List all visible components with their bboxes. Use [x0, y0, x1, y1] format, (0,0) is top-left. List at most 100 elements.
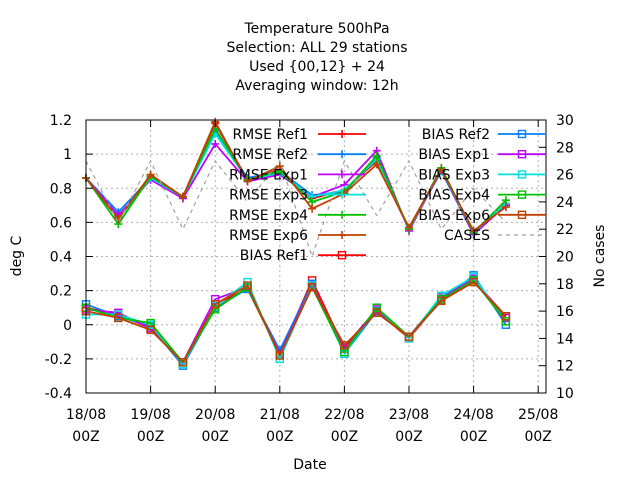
legend-marker: [517, 170, 527, 179]
legend: RMSE Ref1 RMSE Ref2 RMSE Exp1 RMSE Exp3 RMSE…: [229, 127, 546, 264]
legend-label: BIAS Exp4: [418, 188, 490, 204]
x-tick-hour: 00Z: [201, 429, 228, 445]
legend-label: RMSE Exp3: [229, 188, 308, 204]
title-line: Averaging window: 12h: [235, 78, 398, 94]
legend-marker: [337, 250, 347, 260]
y2-tick-label: 22: [556, 222, 574, 238]
legend-marker: [338, 170, 346, 179]
data-point: [437, 165, 446, 174]
data-point: [437, 296, 446, 306]
data-point: [308, 204, 317, 213]
y2-tick-label: 20: [556, 250, 574, 266]
data-point: [211, 139, 220, 148]
data-point: [308, 197, 317, 206]
y2-tick-label: 14: [556, 331, 574, 347]
legend-label: CASES: [444, 228, 490, 244]
y-axis: -0.4 -0.2 0 0.2 0.4 0.6 0.8 1 1.2: [45, 113, 93, 402]
legend-label: BIAS Exp1: [418, 147, 490, 163]
legend-label: RMSE Ref2: [232, 147, 308, 163]
data-point: [114, 313, 123, 323]
x-tick-hour: 00Z: [266, 429, 293, 445]
legend-marker: [338, 190, 346, 199]
y-tick-label: 0.8: [50, 181, 72, 197]
legend-marker: [517, 149, 527, 159]
data-point: [243, 281, 252, 290]
data-point: [469, 277, 478, 287]
y2-tick-label: 30: [556, 113, 574, 129]
x-tick-date: 18/08: [66, 407, 106, 423]
series-bias-exp6: [81, 277, 511, 367]
data-point: [114, 214, 123, 223]
legend-marker: [338, 231, 346, 239]
x-tick-date: 25/08: [518, 407, 558, 423]
series-line: [85, 160, 507, 258]
y-tick-label: 1: [63, 147, 72, 163]
y2-tick-label: 10: [556, 386, 574, 402]
chart-title: Temperature 500hPa Selection: ALL 29 stat…: [226, 21, 407, 94]
data-point: [404, 332, 414, 341]
x-tick-date: 21/08: [260, 407, 300, 423]
data-point: [146, 325, 155, 335]
data-point: [469, 226, 478, 235]
x-tick-hour: 00Z: [524, 429, 551, 445]
y-tick-label: -0.4: [45, 386, 72, 402]
legend-label: RMSE Ref1: [232, 127, 308, 143]
legend-label: BIAS Exp3: [418, 167, 490, 183]
data-point: [340, 341, 349, 350]
data-point: [501, 196, 510, 205]
series-rmse-exp6: [82, 117, 510, 235]
y-tick-label: -0.2: [45, 352, 72, 368]
data-point: [372, 308, 381, 318]
x-tick-date: 20/08: [195, 407, 235, 423]
grid: [86, 120, 546, 393]
data-point: [372, 303, 381, 312]
data-point: [372, 151, 381, 160]
data-point: [501, 312, 511, 321]
data-point: [405, 223, 413, 232]
x-tick-date: 24/08: [453, 407, 493, 423]
legend-marker: [338, 130, 346, 138]
legend-label: RMSE Exp4: [229, 208, 308, 224]
data-point: [178, 192, 187, 201]
data-point: [243, 177, 252, 186]
legend-label: BIAS Ref1: [240, 248, 308, 264]
series-line: [85, 281, 507, 364]
y2-axis-label: No cases: [592, 225, 608, 288]
plot-area: [81, 117, 511, 370]
data-point: [275, 162, 284, 171]
y2-tick-label: 12: [556, 359, 574, 375]
x-axis-label: Date: [293, 457, 326, 473]
legend-marker: [517, 210, 527, 220]
legend-marker: [338, 210, 346, 219]
y2-tick-label: 24: [556, 195, 574, 211]
x-tick-hour: 00Z: [395, 429, 422, 445]
x-tick-hour: 00Z: [72, 429, 99, 445]
legend-label: RMSE Exp6: [229, 228, 308, 244]
y-tick-label: 0.2: [50, 284, 72, 300]
legend-label: BIAS Exp6: [418, 208, 490, 224]
y2-tick-label: 28: [556, 140, 574, 156]
data-point: [178, 358, 188, 367]
title-line: Selection: ALL 29 stations: [226, 40, 407, 56]
y-tick-label: 1.2: [50, 113, 72, 129]
legend-marker: [517, 129, 527, 139]
x-tick-date: 23/08: [389, 407, 429, 423]
data-point: [372, 160, 381, 169]
y-tick-label: 0.4: [50, 250, 72, 266]
x-tick-date: 19/08: [130, 407, 170, 423]
series-line: [85, 120, 507, 232]
x-axis: 18/08 00Z 19/08 00Z 20/08 00Z 21/08 00Z 22/08 00Z…: [66, 120, 558, 445]
legend-label: BIAS Ref2: [422, 127, 490, 143]
title-line: Used {00,12} + 24: [249, 59, 385, 75]
y2-tick-label: 18: [556, 277, 574, 293]
x-tick-hour: 00Z: [331, 429, 358, 445]
x-tick-hour: 00Z: [460, 429, 487, 445]
y2-axis: 10 12 14 16 18 20 22 24 26 28 30: [539, 113, 574, 402]
title-line: Temperature 500hPa: [243, 21, 389, 37]
series-cases: [85, 160, 507, 258]
legend-marker: [517, 190, 527, 199]
legend-label: RMSE Exp1: [229, 167, 308, 183]
y-axis-label: deg C: [9, 235, 25, 276]
data-point: [146, 170, 155, 179]
